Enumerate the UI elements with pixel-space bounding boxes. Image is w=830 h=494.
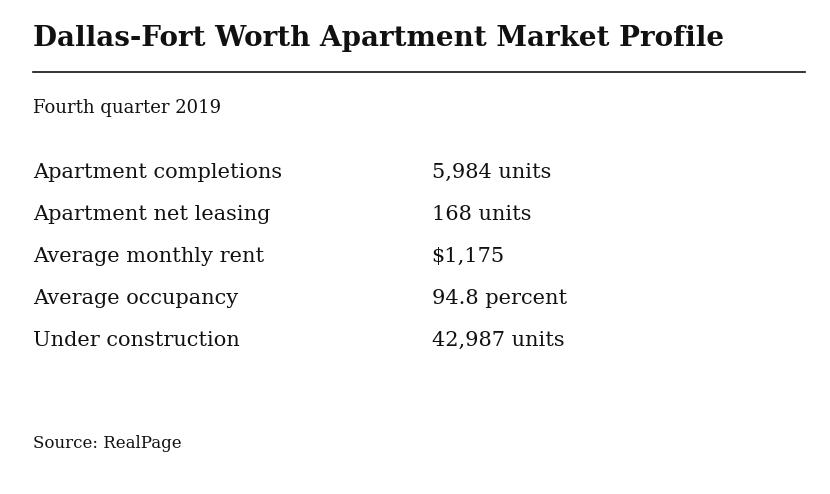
Text: 94.8 percent: 94.8 percent <box>432 289 567 308</box>
Text: Average occupancy: Average occupancy <box>33 289 238 308</box>
Text: 5,984 units: 5,984 units <box>432 163 551 182</box>
Text: Apartment net leasing: Apartment net leasing <box>33 205 271 224</box>
Text: Fourth quarter 2019: Fourth quarter 2019 <box>33 99 222 117</box>
Text: Average monthly rent: Average monthly rent <box>33 247 264 266</box>
Text: Source: RealPage: Source: RealPage <box>33 435 182 452</box>
Text: Under construction: Under construction <box>33 331 240 350</box>
Text: $1,175: $1,175 <box>432 247 505 266</box>
Text: Apartment completions: Apartment completions <box>33 163 282 182</box>
Text: Dallas-Fort Worth Apartment Market Profile: Dallas-Fort Worth Apartment Market Profi… <box>33 25 725 52</box>
Text: 168 units: 168 units <box>432 205 531 224</box>
Text: 42,987 units: 42,987 units <box>432 331 564 350</box>
